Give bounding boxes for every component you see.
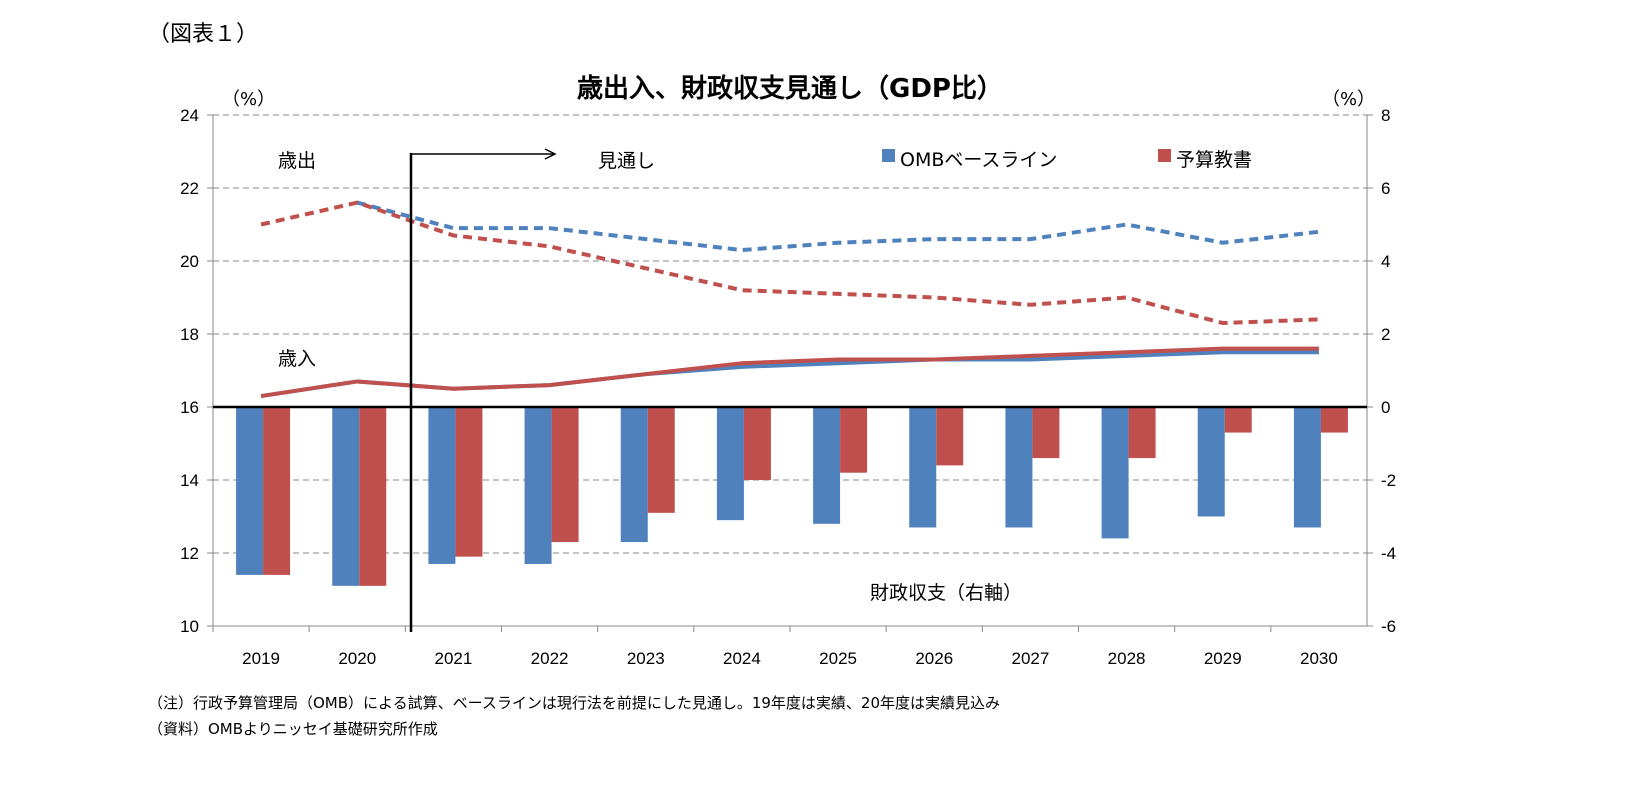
bar-omb xyxy=(1101,407,1129,539)
bar-budget xyxy=(1128,407,1156,459)
bar-omb xyxy=(1197,407,1225,517)
right-tick-label: 0 xyxy=(1381,398,1390,417)
right-axis-unit: （%） xyxy=(1322,89,1376,110)
left-tick-label: 14 xyxy=(180,471,199,490)
right-tick-label: 8 xyxy=(1381,106,1390,125)
bar-budget xyxy=(455,407,483,557)
legend-label-budget: 予算教書 xyxy=(1176,149,1253,171)
left-tick-label: 16 xyxy=(180,398,199,417)
left-tick-label: 22 xyxy=(180,179,199,198)
x-tick-label: 2029 xyxy=(1204,649,1242,668)
bar-omb xyxy=(909,407,937,528)
right-tick-label: 2 xyxy=(1381,325,1390,344)
left-axis-unit: （%） xyxy=(222,89,276,110)
bar-omb xyxy=(813,407,841,524)
projection-label: 見通し xyxy=(598,150,656,172)
x-tick-label: 2028 xyxy=(1108,649,1146,668)
revenue-label: 歳入 xyxy=(278,348,317,370)
right-tick-label: -4 xyxy=(1381,544,1396,563)
bar-budget xyxy=(743,407,771,480)
revenue-line-omb xyxy=(260,350,1319,399)
right-tick-label: 6 xyxy=(1381,179,1390,198)
bar-omb xyxy=(428,407,456,564)
bar-omb xyxy=(236,407,264,575)
x-tick-label: 2026 xyxy=(915,649,953,668)
spending-line-omb xyxy=(356,200,1320,253)
note: （注）行政予算管理局（OMB）による試算、ベースラインは現行法を前提にした見通し… xyxy=(148,694,1001,712)
x-tick-label: 2023 xyxy=(627,649,665,668)
x-tick-label: 2021 xyxy=(435,649,473,668)
legend-swatch-budget xyxy=(1158,149,1171,162)
balance-label: 財政収支（右軸） xyxy=(870,582,1023,604)
bar-omb xyxy=(620,407,648,543)
left-tick-label: 24 xyxy=(180,106,199,125)
bar-budget xyxy=(263,407,291,575)
x-tick-label: 2024 xyxy=(723,649,761,668)
bar-budget xyxy=(1224,407,1252,433)
left-tick-label: 18 xyxy=(180,325,199,344)
spending-label: 歳出 xyxy=(278,150,317,172)
bar-omb xyxy=(1005,407,1033,528)
spending-line-budget xyxy=(260,200,1319,326)
left-tick-label: 12 xyxy=(180,544,199,563)
source: （資料）OMBよりニッセイ基礎研究所作成 xyxy=(148,720,438,738)
bar-omb xyxy=(716,407,744,521)
bar-budget xyxy=(647,407,675,513)
bar-budget xyxy=(359,407,387,586)
right-tick-label: -6 xyxy=(1381,617,1396,636)
x-tick-label: 2019 xyxy=(242,649,280,668)
right-tick-label: -2 xyxy=(1381,471,1396,490)
legend-label-omb: OMBベースライン xyxy=(900,149,1058,171)
bar-omb xyxy=(1293,407,1321,528)
figure-label: （図表１） xyxy=(148,22,259,47)
bar-budget xyxy=(1032,407,1060,459)
revenue-line-budget xyxy=(260,346,1319,399)
bar-budget xyxy=(936,407,964,466)
right-tick-label: 4 xyxy=(1381,252,1390,271)
x-tick-label: 2020 xyxy=(338,649,376,668)
legend-swatch-omb xyxy=(882,149,895,162)
chart-title: 歳出入、財政収支見通し（GDP比） xyxy=(577,74,1003,104)
x-tick-label: 2022 xyxy=(531,649,569,668)
arrow-head-icon xyxy=(544,148,557,160)
left-tick-label: 10 xyxy=(180,617,199,636)
x-tick-label: 2030 xyxy=(1300,649,1338,668)
x-tick-label: 2027 xyxy=(1012,649,1050,668)
bar-budget xyxy=(840,407,868,473)
bar-omb xyxy=(332,407,360,586)
bar-budget xyxy=(1320,407,1348,433)
x-tick-label: 2025 xyxy=(819,649,857,668)
bar-budget xyxy=(551,407,579,543)
bar-omb xyxy=(524,407,552,564)
left-tick-label: 20 xyxy=(180,252,199,271)
